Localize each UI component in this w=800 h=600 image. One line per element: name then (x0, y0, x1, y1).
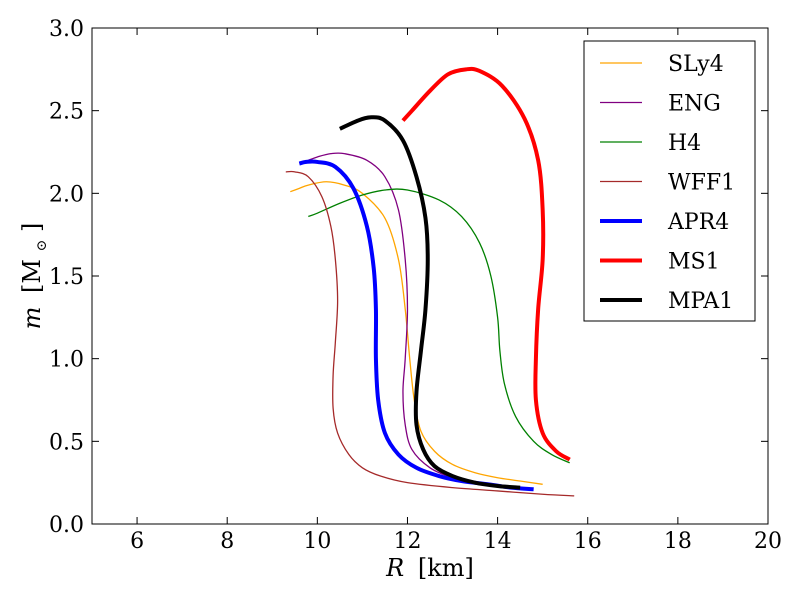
legend-label-sly4: SLy4 (668, 52, 724, 77)
y-axis-unit-sub: ⊙ (34, 240, 50, 252)
y-tick-label: 2.5 (49, 100, 84, 125)
legend-label-ms1: MS1 (668, 250, 720, 275)
x-tick-label: 12 (393, 529, 421, 554)
x-tick-label: 20 (754, 529, 782, 554)
ticks-layer: 6 8 10 12 14 16 18 20 0.0 0.5 1.0 1.5 2.0 2.5 3.0 (49, 17, 782, 554)
legend: SLy4 ENG H4 WFF1 APR4 MS1 MPA1 (583, 40, 756, 322)
series-line-ms1 (401, 66, 571, 462)
y-tick-label: 3.0 (49, 17, 84, 42)
x-tick-label: 10 (303, 529, 331, 554)
y-tick-label: 0.5 (49, 430, 84, 455)
series-layer (285, 66, 575, 497)
legend-label-apr4: APR4 (667, 210, 729, 235)
x-axis-unit: [km] (418, 554, 474, 582)
series-line-wff1 (285, 170, 575, 497)
series-line-sly4 (290, 181, 543, 485)
x-tick-label: 6 (130, 529, 144, 554)
legend-label-mpa1: MPA1 (668, 289, 733, 314)
x-axis-symbol: R (385, 554, 404, 582)
y-tick-label: 0.0 (49, 513, 84, 538)
plot-frame (91, 27, 769, 525)
x-tick-label: 18 (664, 529, 692, 554)
legend-label-wff1: WFF1 (668, 171, 735, 196)
y-axis-label: m [M ⊙ ] (18, 223, 52, 330)
y-axis-symbol: m (18, 307, 46, 330)
x-axis-label: R [km] (385, 554, 474, 582)
y-axis-unit-close: ] (18, 223, 46, 232)
y-tick-label: 2.0 (49, 182, 84, 207)
y-axis-unit-open: [M (18, 259, 46, 293)
x-tick-label: 8 (220, 529, 234, 554)
legend-label-h4: H4 (668, 131, 701, 156)
x-tick-label: 14 (484, 529, 512, 554)
series-line-mpa1 (339, 115, 521, 490)
legend-label-eng: ENG (668, 92, 721, 117)
x-tick-label: 16 (574, 529, 602, 554)
y-tick-label: 1.0 (49, 348, 84, 373)
y-tick-label: 1.5 (49, 265, 84, 290)
